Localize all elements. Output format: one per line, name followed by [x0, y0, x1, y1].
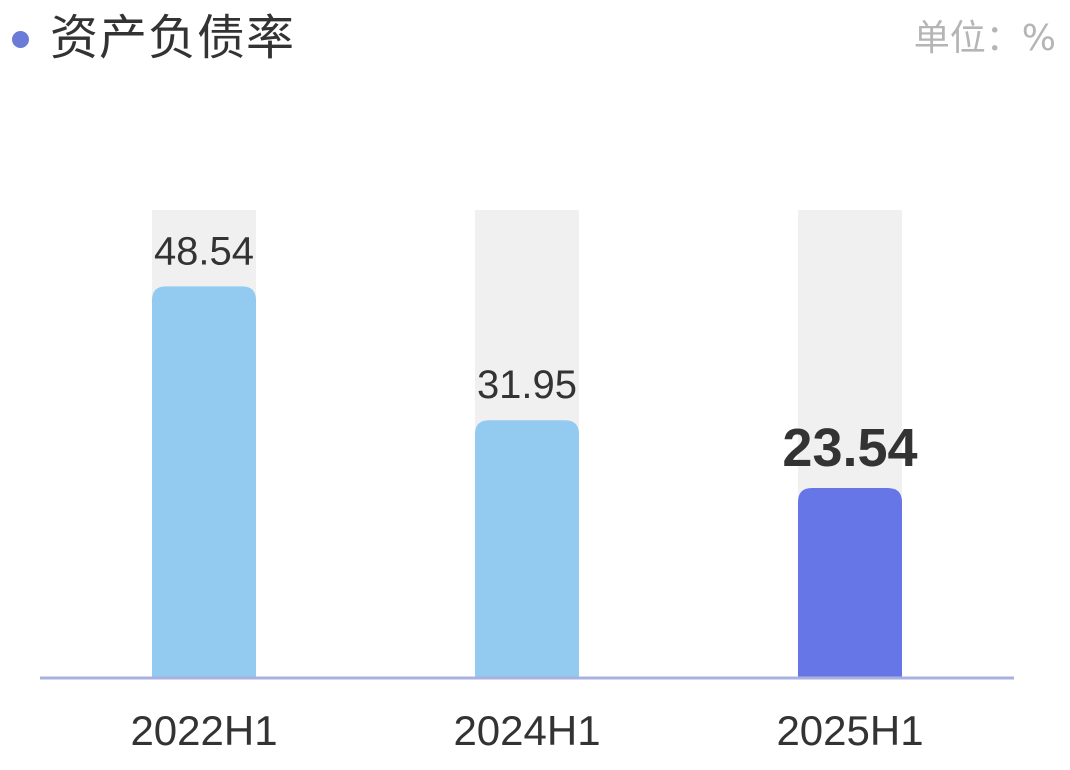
tick-label-2025H1: 2025H1 — [776, 707, 923, 754]
bars — [152, 286, 902, 678]
bar-2022H1 — [152, 286, 256, 678]
x-tick-labels: 2022H1 2024H1 2025H1 — [130, 707, 923, 754]
title-bullet-icon — [12, 31, 29, 48]
bar-2025H1 — [798, 488, 902, 678]
value-labels: 48.54 31.95 23.54 — [154, 229, 918, 478]
value-label-2022H1: 48.54 — [154, 229, 254, 273]
chart-title: 资产负债率 — [50, 10, 296, 66]
tick-label-2024H1: 2024H1 — [453, 707, 600, 754]
value-label-2024H1: 31.95 — [477, 363, 577, 407]
tick-label-2022H1: 2022H1 — [130, 707, 277, 754]
value-label-2025H1: 23.54 — [782, 418, 917, 478]
unit-label: 单位：% — [913, 18, 1056, 59]
bar-2024H1 — [475, 420, 579, 678]
